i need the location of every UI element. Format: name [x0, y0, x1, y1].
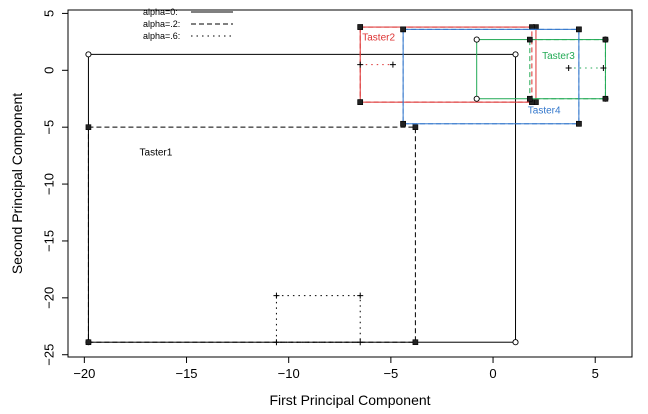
square-point	[602, 36, 609, 43]
x-axis-label: First Principal Component	[269, 392, 430, 408]
box-alpha-2	[529, 39, 606, 100]
y-axis: 5 0 −5 −10 −15 −20 −25	[41, 10, 68, 366]
box-alpha-2	[359, 26, 533, 103]
box-alpha-0	[402, 28, 580, 125]
square-point	[85, 339, 92, 346]
series-taster4: Taster4	[400, 26, 582, 127]
plot-frame	[67, 9, 633, 358]
square-point	[527, 36, 533, 43]
circle-point	[473, 95, 480, 102]
series-taster3: Taster3	[473, 36, 609, 102]
circle-point	[512, 339, 519, 346]
square-point	[400, 26, 406, 33]
y-tick-label: −15	[41, 230, 56, 252]
series-taster2: Taster2	[357, 24, 539, 105]
x-tick-label: −5	[383, 366, 398, 381]
square-point	[357, 99, 364, 105]
plus-point	[273, 339, 280, 346]
legend-entry-label: alpha=.2:	[143, 19, 180, 29]
legend-entry-label: alpha=.6:	[143, 31, 180, 41]
x-tick-label: 5	[592, 366, 599, 381]
x-axis: −20 −15 −10 −5 0 5	[73, 357, 599, 381]
circle-point	[85, 51, 92, 58]
square-point	[412, 339, 419, 346]
box-alpha-0	[87, 53, 517, 343]
plus-point	[600, 65, 607, 72]
box-alpha-0	[476, 39, 606, 100]
plus-point	[357, 339, 364, 346]
series-label: Taster1	[140, 148, 173, 159]
series-taster1: Taster1	[85, 51, 519, 346]
series-label: Taster4	[528, 106, 561, 117]
plus-point	[565, 65, 572, 72]
y-tick-label: −10	[41, 173, 56, 195]
square-point	[576, 120, 582, 127]
box-alpha-2	[87, 126, 416, 343]
y-tick-label: −25	[41, 344, 56, 366]
square-point	[602, 95, 609, 102]
plus-point	[273, 292, 280, 299]
circle-point	[473, 36, 480, 43]
square-point	[400, 120, 406, 127]
plot-content: Taster1 Taster2 Taster3 Taster4	[85, 24, 609, 346]
y-tick-label: 5	[41, 10, 56, 17]
plus-point	[357, 61, 364, 68]
x-tick-label: 0	[489, 366, 496, 381]
x-tick-label: −10	[278, 366, 300, 381]
plus-point	[357, 292, 364, 299]
square-point	[527, 95, 533, 102]
y-tick-label: 0	[41, 67, 56, 74]
square-point	[576, 26, 582, 33]
series-label: Taster3	[542, 51, 575, 62]
series-label: Taster2	[362, 33, 395, 44]
legend-entry-label: alpha=0:	[143, 7, 178, 17]
square-point	[85, 124, 92, 130]
circle-point	[512, 51, 519, 58]
y-axis-label: Second Principal Component	[9, 93, 25, 274]
box-alpha-6	[275, 295, 361, 343]
square-point	[357, 24, 364, 30]
legend: alpha=0: alpha=.2: alpha=.6:	[143, 7, 233, 41]
square-point	[412, 124, 419, 130]
plus-point	[389, 61, 396, 68]
y-tick-label: −20	[41, 287, 56, 309]
square-point	[529, 24, 535, 30]
x-tick-label: −20	[73, 366, 95, 381]
y-tick-label: −5	[41, 120, 56, 135]
x-tick-label: −15	[175, 366, 197, 381]
